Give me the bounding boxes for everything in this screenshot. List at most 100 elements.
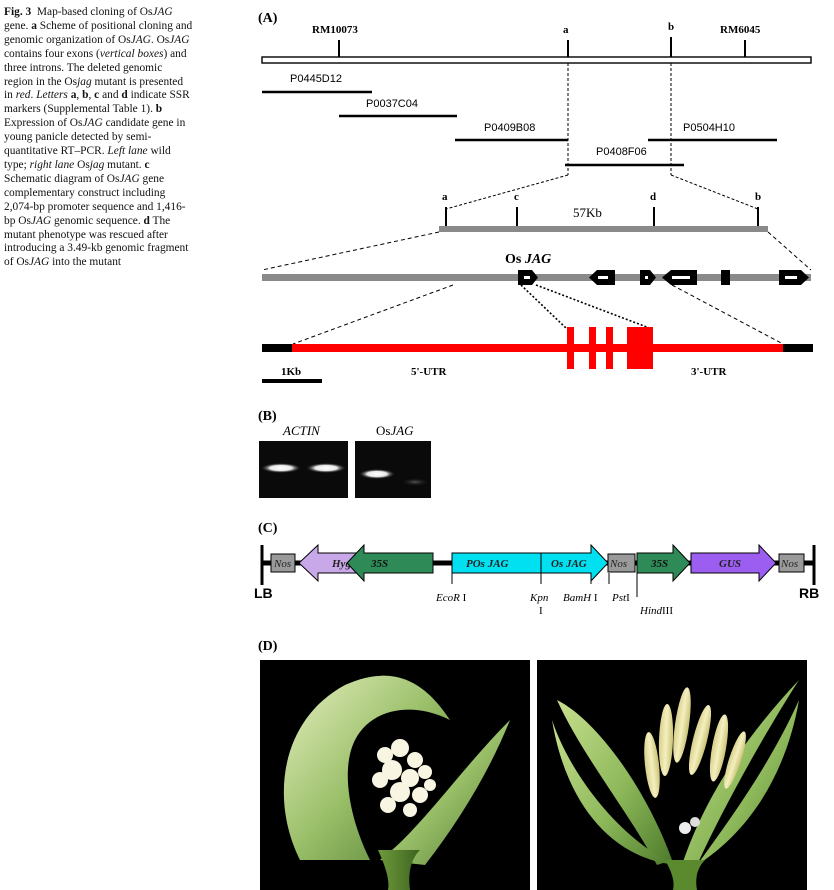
submarker-c: c (514, 191, 519, 203)
site-roman: I (463, 592, 467, 604)
caption-text: , (76, 89, 83, 102)
gene-label: Os JAG (505, 252, 551, 267)
exon-2 (589, 327, 596, 369)
site-kpni-roman: I (539, 605, 543, 617)
rescued-lemma-left-back (552, 720, 677, 865)
gene-prefix: Os (505, 252, 525, 267)
gus-arrow (690, 543, 777, 583)
gel-band-mut-osjag (401, 478, 429, 486)
site-name: Pst (611, 592, 627, 604)
exon-4 (627, 327, 653, 369)
nos-box-3 (778, 553, 805, 573)
marker-a: a (563, 24, 569, 36)
marker-rm6045: RM6045 (720, 24, 761, 36)
caption-text: gene complementary construct including 2… (4, 172, 186, 227)
clone-label: P0445D12 (290, 73, 342, 85)
panel-a-label: (A) (258, 11, 278, 26)
projection-line (767, 231, 812, 271)
gel-band-wt-actin (261, 463, 301, 473)
utr5-label: 5'-UTR (411, 366, 448, 378)
caption-italic: jag (89, 158, 105, 171)
projection-line (670, 174, 759, 210)
site-hindiii: HindIII (639, 605, 673, 617)
scale-label: 1Kb (281, 366, 301, 378)
rescued-anthers (644, 687, 746, 798)
caption-text: Os (74, 158, 90, 171)
caption-italic: JAG (29, 256, 50, 269)
caption-text: Schematic diagram of Os (4, 172, 120, 185)
promoter-35s-arrow-2 (636, 543, 691, 583)
35s-label: 35S (650, 558, 668, 570)
osjag-name: JAG (390, 423, 414, 438)
marker-rm10073: RM10073 (312, 24, 358, 36)
caption-italic: JAG (82, 117, 103, 130)
caption-italic: JAG (130, 33, 151, 46)
site-kpni: Kpn (529, 592, 549, 604)
gel-band-mut-actin (306, 463, 346, 473)
caption-italic: right lane (29, 158, 75, 171)
nos-box-1 (270, 553, 296, 573)
clone-label: P0408F06 (596, 146, 647, 158)
osjag-cds-arrow (540, 543, 609, 583)
region-size: 57Kb (573, 205, 602, 220)
panel-d-label: (D) (258, 639, 278, 654)
rescued-stigma (679, 822, 691, 834)
osjag-cds-label: Os JAG (551, 558, 587, 570)
caption-italic: Left lane (107, 145, 148, 158)
caption-italic: vertical boxes (99, 47, 164, 60)
caption-text: . (30, 89, 37, 102)
gene-name: JAG (524, 252, 551, 267)
flank-left (262, 344, 292, 352)
site-name: EcoR (435, 592, 460, 604)
projection-line (261, 231, 440, 271)
caption-text: and (99, 89, 122, 102)
caption-letter: c (144, 158, 150, 171)
rb-label: RB (799, 585, 819, 601)
nos-label: Nos (780, 558, 798, 570)
mutant-palea (380, 720, 510, 865)
gene-arrows (518, 270, 809, 285)
photo-mutant-flower (260, 660, 530, 890)
projection-line (520, 284, 568, 330)
projection-line (535, 284, 653, 330)
35s-label: 35S (370, 558, 388, 570)
caption-text: The mutant phenotype was rescued after i… (4, 214, 189, 269)
osjag-label: OsJAG (376, 423, 414, 438)
nos-label: Nos (609, 558, 627, 570)
figure-caption: Fig. 3 Map-based cloning of OsJAG gene. … (4, 6, 194, 270)
caption-italic: JAG (152, 6, 173, 18)
site-roman: III (662, 605, 673, 617)
caption-italic: Letters (36, 89, 68, 102)
caption-letter: a (31, 19, 37, 32)
submarker-d: d (650, 191, 656, 203)
gel-band-wt-osjag (359, 469, 395, 479)
flank-right (783, 344, 813, 352)
site-ecori: EcoR I (435, 592, 467, 604)
submarker-a: a (442, 191, 448, 203)
hyg-label: Hyg (331, 558, 351, 570)
rescued-stigma (690, 817, 700, 827)
osjag-prefix: Os (376, 423, 390, 438)
submarker-b: b (755, 191, 761, 203)
caption-italic: JAG (169, 33, 190, 46)
panel-b-label: (B) (258, 409, 277, 424)
clone-label: P0504H10 (683, 122, 735, 134)
projection-line (292, 284, 454, 345)
projection-line (671, 284, 784, 345)
rescued-lemma-left (557, 700, 672, 865)
gene-mark (785, 276, 797, 279)
panel-c-label: (C) (258, 521, 278, 536)
caption-italic: jag (77, 75, 92, 88)
gene-mark (672, 276, 690, 279)
caption-letter: c (94, 89, 100, 102)
mutant-pedicel (378, 850, 420, 890)
exon-3 (606, 327, 613, 369)
clone-label: P0409B08 (484, 122, 535, 134)
caption-letter: b (155, 103, 163, 116)
exon-1 (567, 327, 574, 369)
lb-label: LB (254, 585, 273, 601)
gene-mark (598, 276, 608, 279)
caption-text: . Os (150, 33, 170, 46)
caption-letter: a (70, 89, 77, 102)
utr3-label: 3'-UTR (691, 366, 728, 378)
